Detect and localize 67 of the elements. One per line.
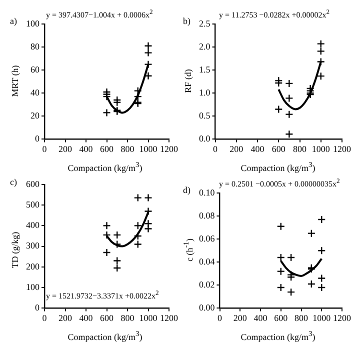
- x-tick-label: 1000: [312, 312, 332, 323]
- y-axis-title: RF (d): [183, 68, 193, 92]
- y-tick-label: 0: [35, 302, 40, 313]
- x-tick-label: 400: [79, 144, 94, 154]
- y-tick-label: 80: [30, 41, 40, 52]
- x-tick-label: 200: [230, 144, 244, 154]
- y-tick-label: 500: [26, 199, 40, 210]
- chart-title: d): [183, 185, 190, 195]
- y-tick-label: 40: [30, 87, 40, 98]
- y-tick-label: 1.5: [199, 64, 211, 74]
- y-axis-title: TD (g/kg): [10, 231, 20, 268]
- x-tick-label: 0: [42, 144, 48, 154]
- y-tick-label: 2.5: [199, 18, 211, 28]
- text: y = 0.2501 −0.0005x + 0.00000035x$^{2}$: [219, 178, 341, 189]
- x-tick-label: 600: [100, 312, 114, 323]
- x-tick-label: 600: [100, 144, 114, 154]
- y-tick-label: 0.0: [199, 134, 211, 144]
- x-tick-label: 400: [79, 312, 94, 323]
- x-tick-label: 1200: [333, 312, 352, 323]
- x-tick-label: 800: [293, 144, 307, 154]
- y-tick-label: 100: [26, 18, 40, 28]
- x-tick-label: 800: [120, 312, 135, 323]
- y-tick-label: 400: [26, 220, 40, 230]
- y-tick-label: 0: [35, 134, 40, 144]
- y-tick-label: 0.04: [199, 256, 216, 266]
- y-tick-label: 60: [30, 64, 40, 74]
- x-tick-label: 400: [254, 312, 268, 323]
- x-tick-label: 1200: [160, 144, 178, 154]
- y-tick-label: 0.08: [199, 210, 216, 220]
- chart-title: b): [183, 16, 190, 26]
- chart-title: c): [10, 177, 17, 187]
- y-tick-label: 0.00: [199, 302, 216, 313]
- y-tick-label: 600: [26, 178, 40, 189]
- y-axis-title: MRT (h): [10, 64, 20, 96]
- x-tick-label: 1000: [312, 144, 330, 154]
- annotation: y = 1521.9732−3.3371x +0.0022x$^{2}$: [46, 290, 160, 301]
- y-tick-label: 100: [26, 282, 40, 292]
- y-tick-label: 0.02: [199, 280, 215, 290]
- x-tick-label: 800: [120, 144, 135, 154]
- y-tick-label: 200: [26, 261, 40, 272]
- x-tick-label: 200: [58, 144, 72, 154]
- x-tick-label: 1200: [333, 144, 352, 154]
- x-tick-label: 800: [294, 312, 308, 323]
- x-tick-label: 0: [42, 312, 48, 323]
- x-tick-label: 200: [58, 312, 72, 323]
- x-tick-label: 1000: [139, 144, 158, 154]
- y-tick-label: 1.0: [199, 87, 211, 98]
- x-axis-title: Compaction (kg/m$^{3}$): [240, 329, 316, 342]
- y-tick-label: 20: [30, 110, 40, 121]
- x-axis-title: Compaction (kg/m$^{3}$): [240, 160, 316, 173]
- x-tick-label: 1200: [160, 312, 178, 323]
- x-tick-label: 600: [272, 144, 286, 154]
- x-axis-title: Compaction (kg/m$^{3}$): [66, 160, 144, 173]
- x-tick-label: 0: [218, 312, 222, 323]
- y-tick-label: 300: [26, 240, 40, 251]
- x-tick-label: 200: [233, 312, 248, 323]
- x-tick-label: 1000: [139, 312, 158, 323]
- text: y = 397.4307−1.004x + 0.0006x$^{2}$: [46, 9, 154, 20]
- x-tick-label: 600: [274, 312, 288, 323]
- y-tick-label: 0.06: [199, 233, 216, 244]
- x-tick-label: 400: [250, 144, 265, 154]
- y-tick-label: 0.10: [199, 187, 216, 198]
- y-tick-label: 0.5: [199, 110, 211, 121]
- chart-title: a): [10, 16, 17, 26]
- x-axis-title: Compaction (kg/m$^{3}$): [66, 329, 144, 342]
- text: y = 11.2753 −0.0282x +0.00002x$^{2}$: [219, 9, 331, 20]
- y-tick-label: 2.0: [199, 41, 211, 52]
